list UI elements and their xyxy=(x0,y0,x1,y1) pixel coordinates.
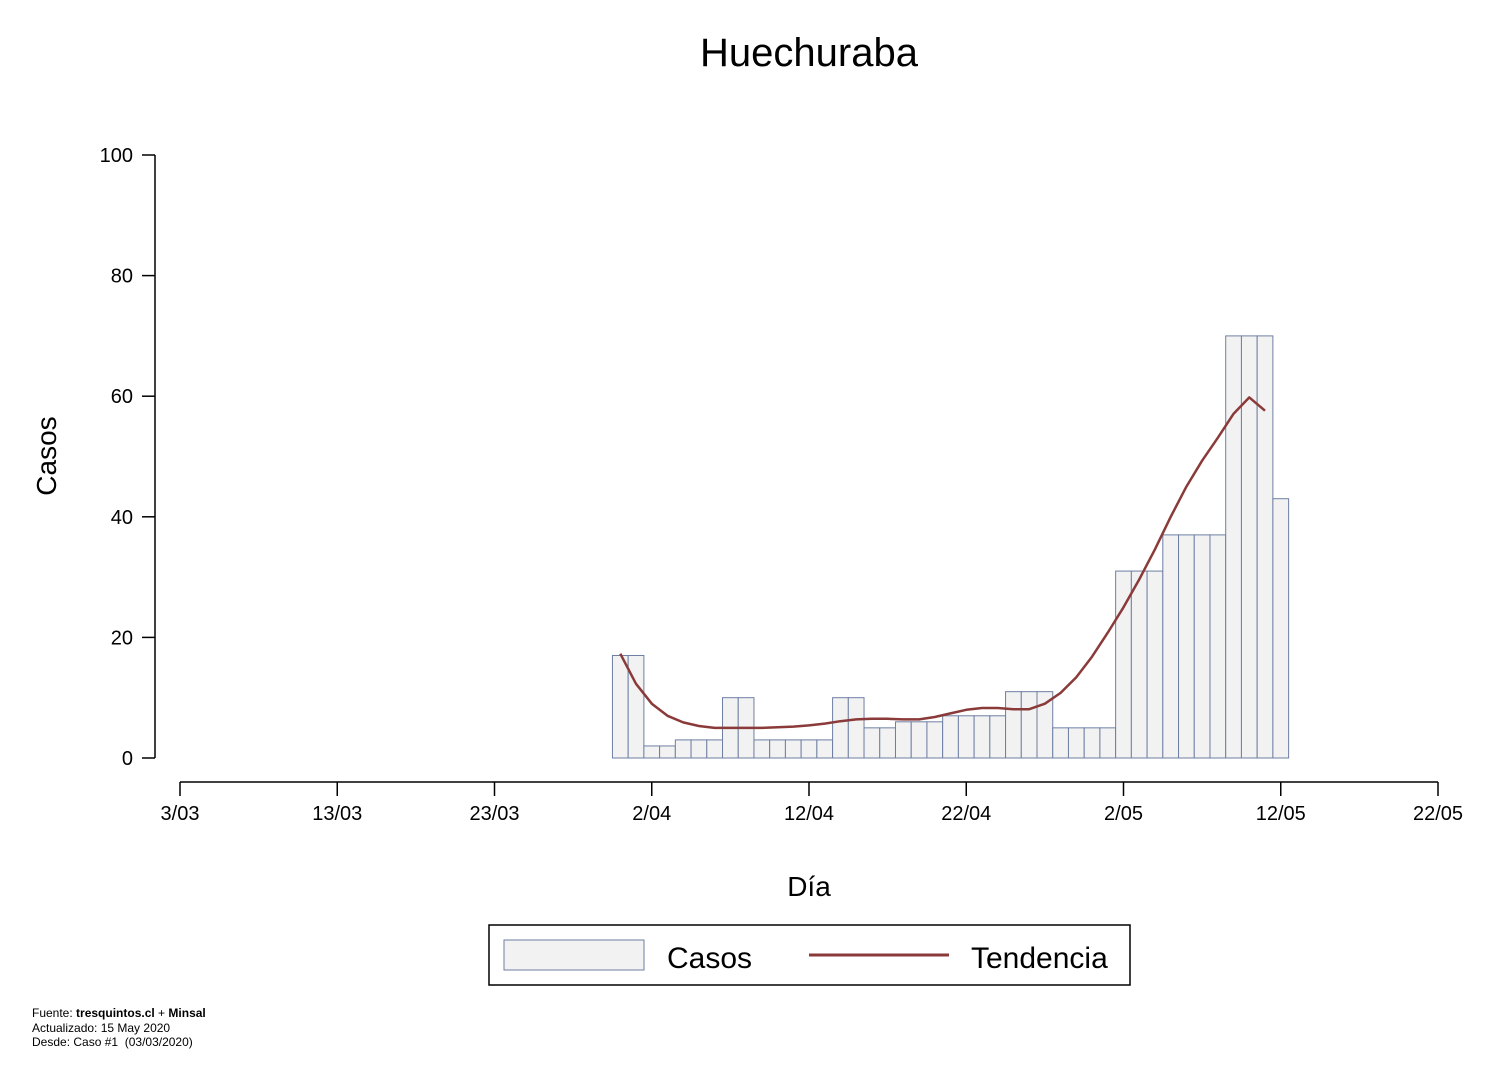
bar xyxy=(1052,727,1069,759)
footer-source-org: Minsal xyxy=(168,1006,206,1020)
bar xyxy=(1005,691,1022,759)
y-tick-label: 100 xyxy=(100,145,133,167)
bar xyxy=(1178,534,1195,759)
x-tick-label: 2/04 xyxy=(632,803,671,825)
footer-updated: Actualizado: 15 May 2020 xyxy=(32,1020,171,1035)
bar xyxy=(1036,691,1054,759)
x-tick-label: 12/05 xyxy=(1256,803,1306,825)
bar xyxy=(1193,534,1211,759)
x-tick-label: 13/03 xyxy=(312,803,362,825)
y-tick-label: 20 xyxy=(111,627,133,649)
bar xyxy=(942,715,959,759)
bar xyxy=(926,721,944,759)
bar xyxy=(769,739,786,759)
footer-source-join: + xyxy=(154,1006,169,1020)
legend-label-casos: Casos xyxy=(667,942,752,975)
bar xyxy=(1162,534,1180,759)
footer-source-site: tresquintos.cl xyxy=(76,1006,155,1020)
x-tick-label: 3/03 xyxy=(161,803,200,825)
bars-series xyxy=(611,335,1290,759)
x-tick-label: 2/05 xyxy=(1104,803,1143,825)
bar xyxy=(706,739,724,759)
bar xyxy=(659,745,676,759)
bar xyxy=(643,745,661,759)
trend-line xyxy=(619,396,1266,730)
y-tick-label: 80 xyxy=(111,266,133,288)
footer-notes: Fuente: tresquintos.cl + Minsal Actualiz… xyxy=(32,1006,206,1050)
footer-since: Desde: Caso #1 (03/03/2020) xyxy=(32,1035,193,1049)
bar xyxy=(1099,727,1117,759)
x-tick-label: 12/04 xyxy=(784,803,834,825)
bar xyxy=(847,697,865,759)
bar xyxy=(1130,570,1148,759)
x-axis: 3/03 13/03 23/03 2/04 12/04 22/04 2/05 12/05 22/… xyxy=(161,781,1463,825)
bar xyxy=(1225,335,1242,759)
x-axis-title: Día xyxy=(787,871,831,902)
y-tick-label: 0 xyxy=(122,748,133,770)
x-tick-label: 23/03 xyxy=(469,803,519,825)
bar xyxy=(784,739,802,759)
bar xyxy=(1083,727,1101,759)
bar xyxy=(1256,335,1274,759)
bar xyxy=(894,721,912,759)
y-tick-label: 40 xyxy=(111,507,133,529)
bar xyxy=(800,739,818,759)
bar xyxy=(832,697,849,759)
bar xyxy=(973,715,991,759)
bar xyxy=(1146,570,1164,759)
bar xyxy=(611,654,629,759)
y-tick-label: 60 xyxy=(111,386,133,408)
bar xyxy=(1067,727,1085,759)
bar xyxy=(1209,534,1227,759)
bar xyxy=(816,739,834,759)
x-tick-label: 22/05 xyxy=(1413,803,1463,825)
legend-swatch-casos xyxy=(503,939,645,971)
bar xyxy=(1272,498,1290,759)
legend-label-tendencia: Tendencia xyxy=(971,942,1108,975)
legend: Casos Tendencia xyxy=(488,924,1131,986)
bar xyxy=(753,739,771,759)
footer-source-prefix: Fuente: xyxy=(32,1006,77,1020)
x-tick-label: 22/04 xyxy=(941,803,991,825)
bar xyxy=(674,739,692,759)
footer-source: Fuente: tresquintos.cl + Minsal xyxy=(32,1006,206,1021)
bar xyxy=(863,727,881,759)
y-axis-title: Casos xyxy=(31,416,62,495)
bar xyxy=(910,721,928,759)
bar xyxy=(957,715,975,759)
bar xyxy=(1240,335,1258,759)
bar xyxy=(690,739,708,759)
bar xyxy=(989,715,1007,759)
y-axis: 0 20 40 60 80 100 xyxy=(100,145,156,770)
chart-title: Huechuraba xyxy=(700,31,919,75)
bar xyxy=(879,727,896,759)
bar xyxy=(627,654,645,759)
bar xyxy=(1020,691,1038,759)
